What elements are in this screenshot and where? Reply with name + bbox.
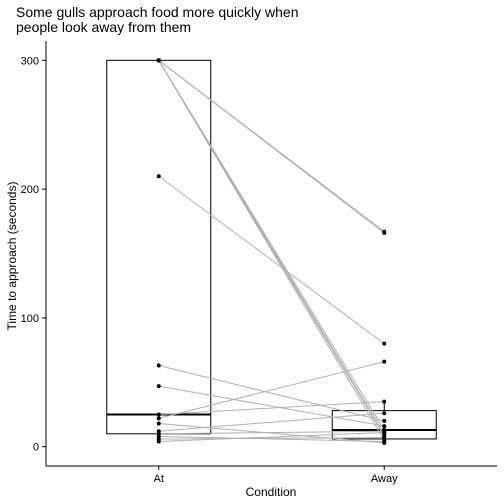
y-tick-label-300: 300 xyxy=(21,55,39,67)
point-at-7 xyxy=(156,363,161,368)
pair-line-15 xyxy=(158,437,385,440)
point-away-7 xyxy=(382,418,387,423)
box-at xyxy=(106,59,212,435)
pair-line-1 xyxy=(158,59,385,234)
point-away-8 xyxy=(382,424,387,429)
chart-title-line-1: Some gulls approach food more quickly wh… xyxy=(16,4,299,20)
y-tick-label-100: 100 xyxy=(21,313,39,325)
pair-line-6 xyxy=(158,175,385,345)
point-at-16 xyxy=(156,439,161,444)
pair-line-16 xyxy=(158,432,385,443)
pair-line-5 xyxy=(158,60,385,441)
point-at-8 xyxy=(156,384,161,389)
y-tick-label-200: 200 xyxy=(21,184,39,196)
pair-line-12 xyxy=(158,412,385,432)
point-away-1 xyxy=(382,230,387,235)
pair-line-14 xyxy=(158,435,385,443)
chart-title-line-2: people look away from them xyxy=(16,19,191,35)
pair-line-13 xyxy=(158,430,385,435)
pair-line-8 xyxy=(158,385,385,427)
plot-area: 0 100 200 300 At Away xyxy=(21,41,497,485)
point-away-15 xyxy=(382,435,387,440)
x-axis-title: Condition xyxy=(246,485,297,499)
y-axis-title: Time to approach (seconds) xyxy=(5,182,19,331)
point-at-9 xyxy=(156,412,161,417)
pair-line-7 xyxy=(158,365,385,422)
pair-line-10 xyxy=(158,361,385,419)
x-tick-label-at: At xyxy=(154,473,164,485)
pair-line-11 xyxy=(158,423,385,444)
point-at-11 xyxy=(156,421,161,426)
pair-line-9 xyxy=(158,401,385,415)
point-away-14 xyxy=(382,439,387,444)
point-away-9 xyxy=(382,399,387,404)
point-away-10 xyxy=(382,359,387,364)
point-at-6 xyxy=(156,174,161,179)
point-away-16 xyxy=(382,430,387,435)
x-tick-label-away: Away xyxy=(371,473,398,485)
point-at-10 xyxy=(156,416,161,421)
point-away-6 xyxy=(382,341,387,346)
point-away-12 xyxy=(382,411,387,416)
point-at-5 xyxy=(156,58,161,63)
y-tick-label-0: 0 xyxy=(33,442,39,454)
